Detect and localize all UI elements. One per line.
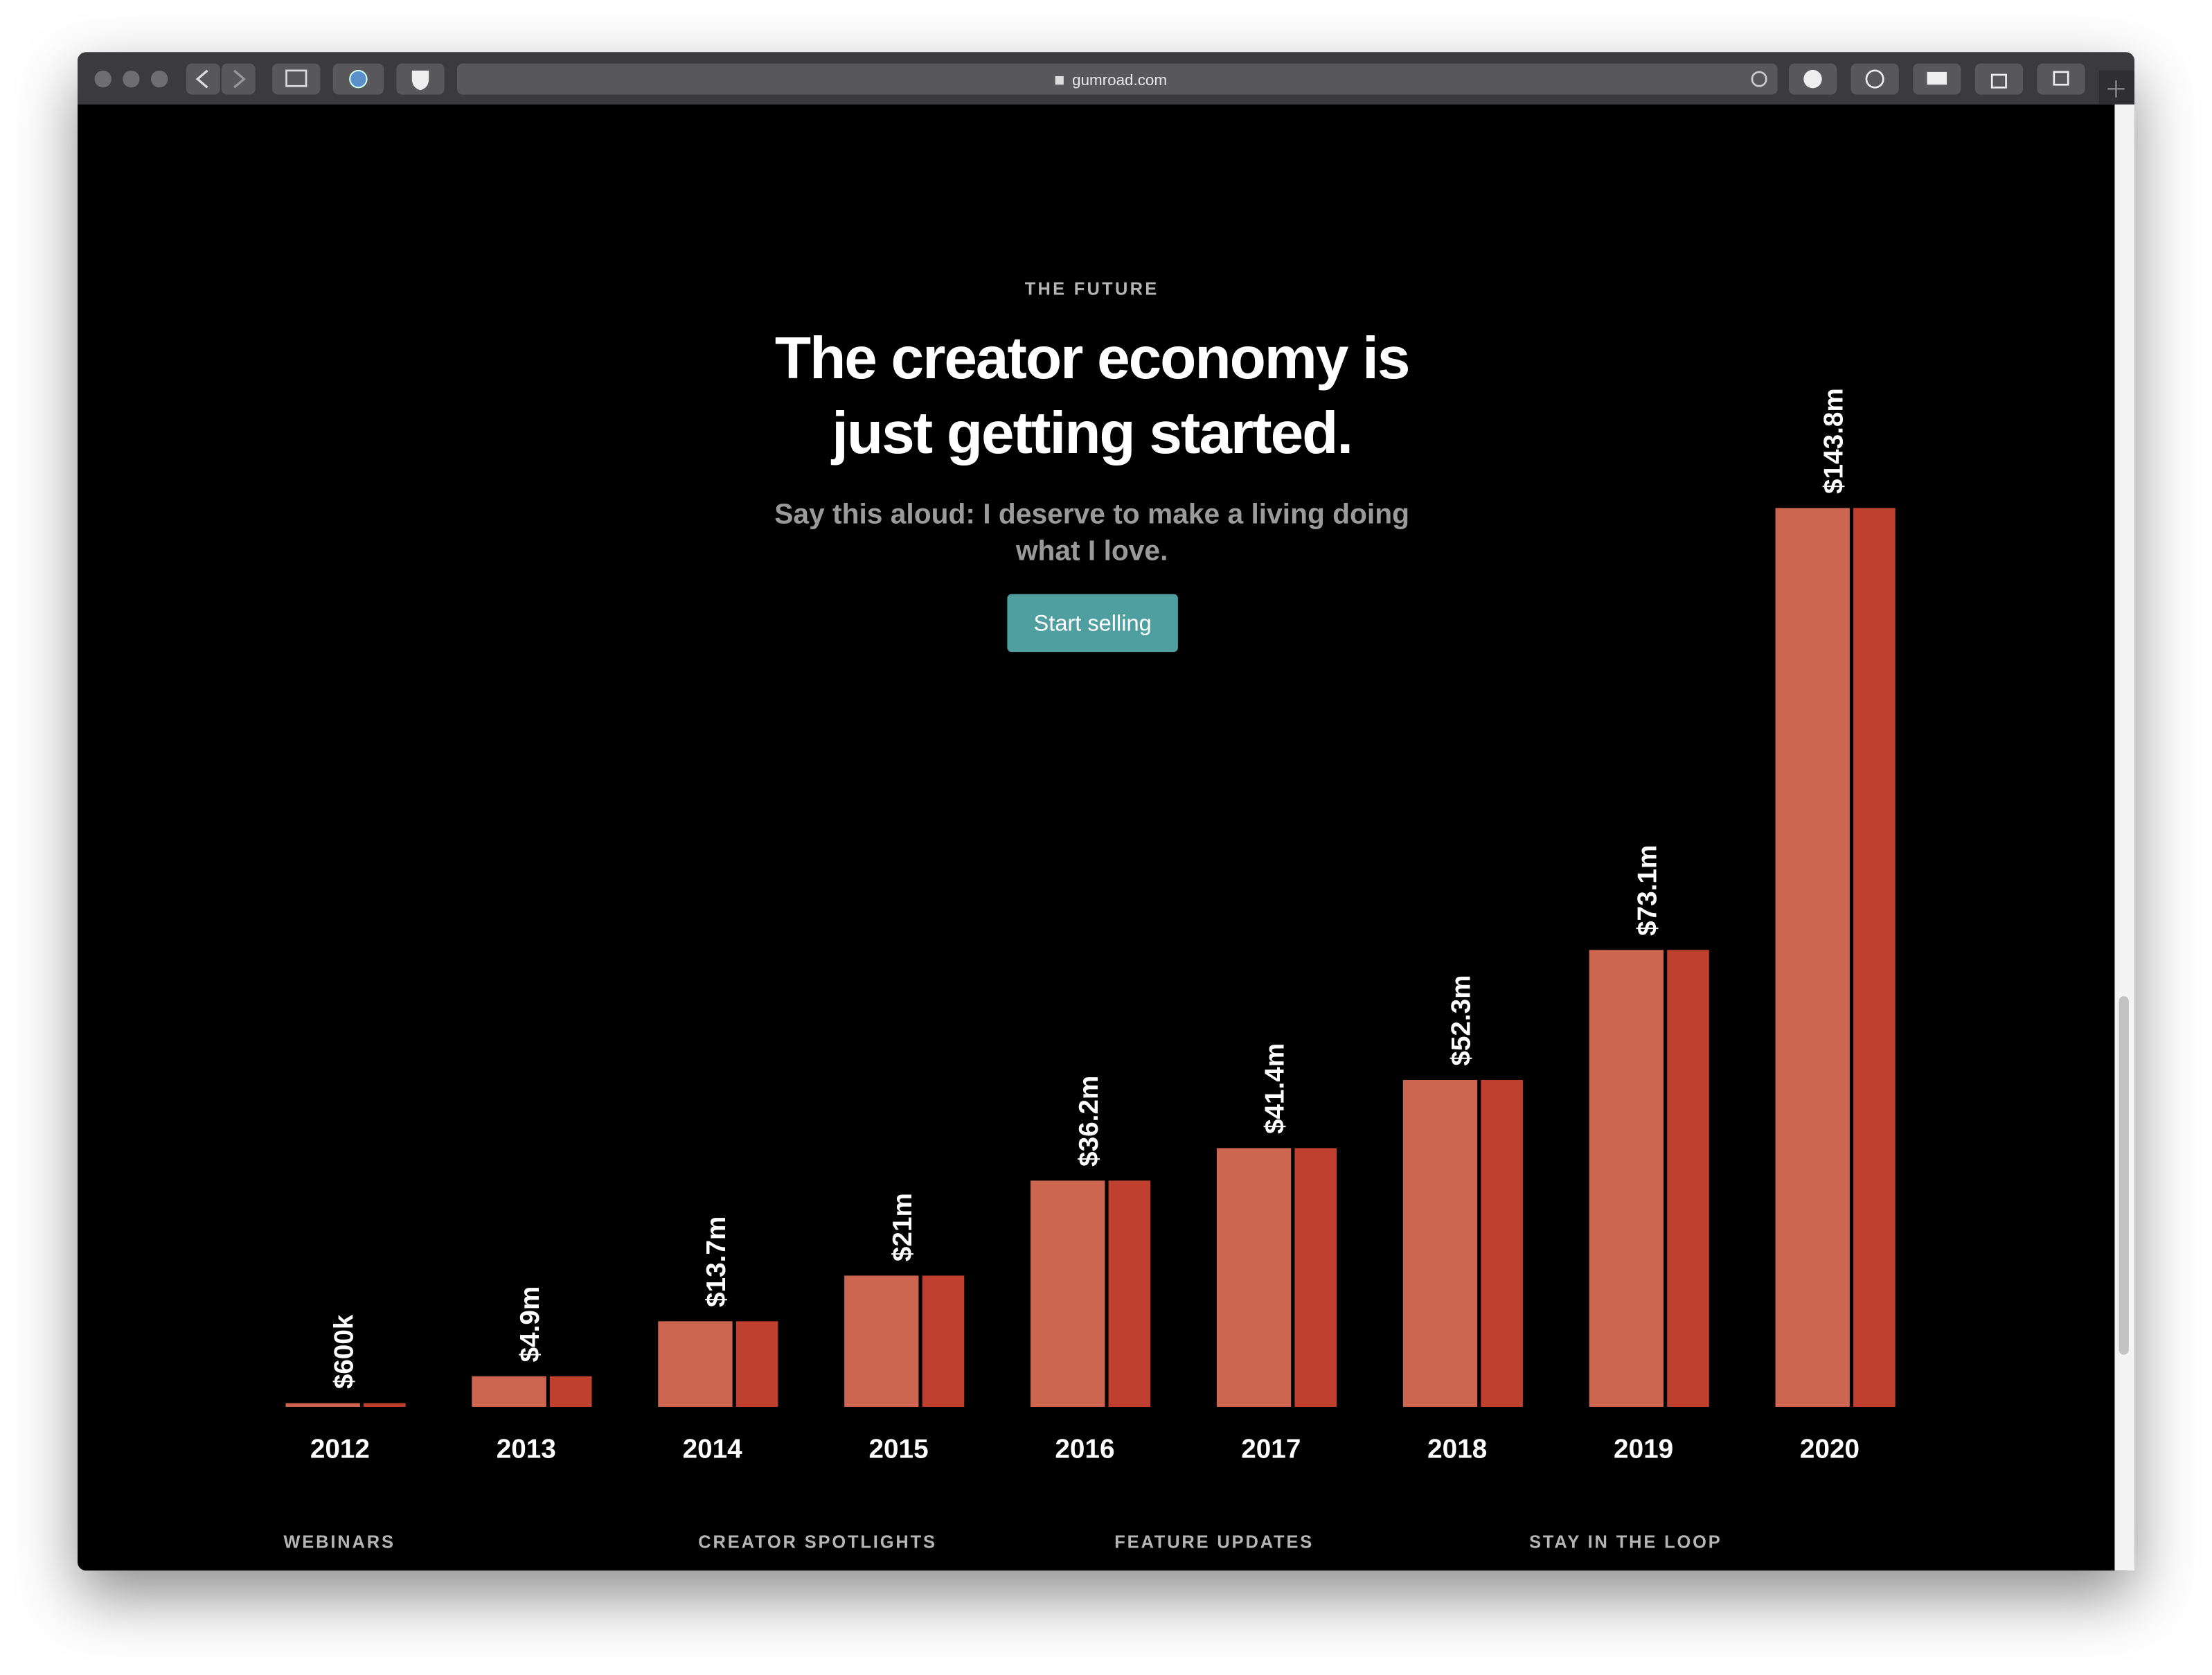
value-label: $13.7m (702, 1216, 731, 1307)
lock-icon (1055, 76, 1064, 85)
footer-link[interactable]: FEATURE UPDATES (1114, 1533, 1314, 1552)
forward-icon (233, 69, 246, 89)
bar-face (844, 1275, 919, 1407)
x-tick-label: 2015 (869, 1434, 929, 1464)
url: gumroad.com (1072, 71, 1167, 89)
value-label: $73.1m (1632, 845, 1662, 936)
bar-face (1031, 1180, 1105, 1407)
footer-link[interactable]: STAY IN THE LOOP (1529, 1533, 1722, 1552)
bar-side (1294, 1148, 1337, 1407)
bar-side (1481, 1080, 1523, 1407)
bar-side (549, 1376, 592, 1407)
start-selling-label: Start selling (1034, 610, 1152, 636)
value-label: $4.9m (515, 1286, 545, 1363)
password-icon (349, 69, 368, 89)
value-label: $143.8m (1819, 388, 1848, 494)
sidebar-button[interactable] (272, 63, 321, 95)
bar-face (1775, 508, 1850, 1407)
bar (1775, 508, 1896, 1407)
x-tick-label: 2019 (1614, 1434, 1673, 1464)
tabs-icon (2053, 71, 2069, 86)
tabs-button[interactable] (2037, 63, 2085, 95)
x-tick-label: 2017 (1241, 1434, 1301, 1464)
bar-face (1216, 1148, 1292, 1407)
shield-icon (411, 70, 429, 91)
page-content: THE FUTURE The creator economy is just g… (774, 280, 1410, 653)
x-tick-label: 2013 (497, 1434, 556, 1464)
x-tick-label: 2018 (1427, 1434, 1487, 1464)
subtitle-line: what I love. (1015, 535, 1168, 567)
new-tab-icon (2107, 80, 2125, 98)
bar-side (1667, 950, 1709, 1407)
subtitle-line: Say this aloud: I deserve to make a livi… (774, 498, 1409, 530)
value-label: $41.4m (1260, 1043, 1290, 1134)
bar-side (735, 1321, 778, 1407)
bar (1589, 950, 1709, 1407)
bar-side (1108, 1180, 1151, 1407)
x-tick-label: 2020 (1800, 1434, 1859, 1464)
info-icon (1865, 69, 1884, 89)
sidebar-icon (285, 69, 307, 87)
bar (1031, 1180, 1151, 1407)
value-label: $600k (329, 1314, 359, 1389)
zoom-button[interactable] (150, 70, 168, 88)
x-tick-label: 2016 (1055, 1434, 1114, 1464)
reload-icon[interactable] (1751, 71, 1767, 87)
bar (1402, 1080, 1523, 1407)
bar-face (285, 1403, 360, 1407)
footer-link[interactable]: WEBINARS (283, 1533, 395, 1552)
bar-side (922, 1275, 965, 1407)
eyebrow: THE FUTURE (1025, 280, 1159, 299)
value-label: $36.2m (1074, 1076, 1104, 1167)
x-tick-label: 2014 (683, 1434, 743, 1464)
bar-side (1853, 508, 1896, 1407)
info-button[interactable] (1850, 63, 1899, 95)
bar-face (1589, 950, 1664, 1407)
close-button[interactable] (94, 70, 112, 88)
x-tick-label: 2012 (310, 1434, 370, 1464)
back-button[interactable] (186, 63, 220, 95)
scrollbar-thumb[interactable] (2119, 996, 2129, 1355)
bar (844, 1275, 965, 1407)
bar (658, 1321, 778, 1407)
bar-face (658, 1321, 733, 1407)
downloads-icon (1803, 69, 1822, 89)
bar-face (1402, 1080, 1478, 1407)
address-bar[interactable] (456, 63, 1778, 95)
value-label: $52.3m (1447, 975, 1477, 1065)
bar (472, 1376, 592, 1407)
footer-link[interactable]: CREATOR SPOTLIGHTS (698, 1533, 937, 1552)
share-button[interactable] (1974, 63, 2024, 95)
start-selling-button[interactable] (1007, 594, 1178, 653)
share-icon (1990, 73, 2007, 89)
minimize-button[interactable] (123, 70, 140, 88)
bar-side (364, 1403, 406, 1407)
back-icon (195, 69, 208, 89)
bar-face (472, 1376, 546, 1407)
headline-line: just getting started. (830, 400, 1352, 466)
forward-button[interactable] (221, 63, 256, 95)
bar (285, 1403, 406, 1407)
headline-line: The creator economy is (775, 326, 1409, 391)
bar (1216, 1148, 1337, 1407)
print-icon (1927, 71, 1947, 85)
value-label: $21m (888, 1193, 918, 1261)
